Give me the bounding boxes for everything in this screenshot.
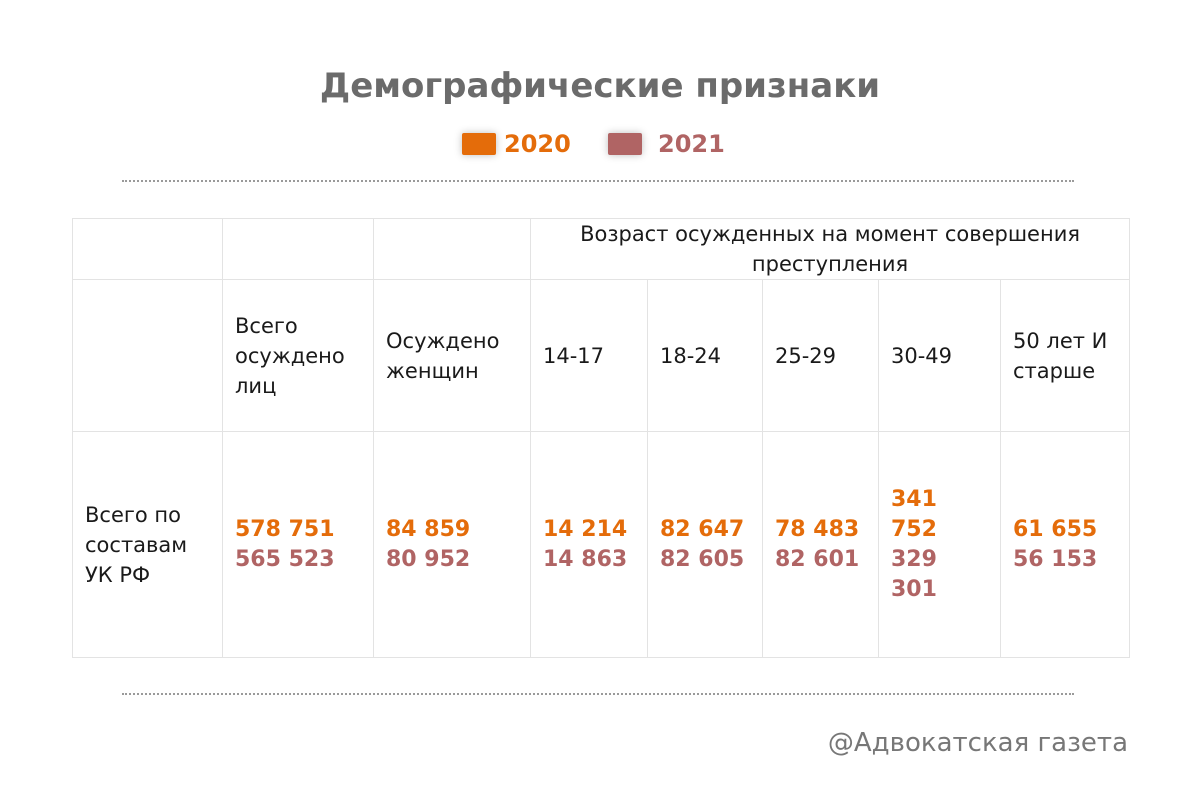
value-2021: 565 523 — [235, 546, 335, 572]
value-2021: 14 863 — [543, 546, 628, 572]
bottom-divider — [122, 693, 1074, 695]
watermark: @Адвокатская газета — [827, 728, 1128, 758]
value-2020: 14 214 — [543, 516, 628, 542]
value-cell: 61 655 56 153 — [999, 431, 1131, 658]
chart-title: Демографические признаки — [319, 66, 881, 106]
header-row-columns: Всего осуждено лиц Осуждено женщин 14-17… — [72, 279, 1131, 432]
value-2021: 329 301 — [891, 546, 937, 602]
row-label: Всего по составам УК РФ — [72, 431, 223, 658]
column-header: Осуждено женщин — [373, 279, 531, 432]
empty-cell — [373, 218, 531, 280]
table-row: Всего по составам УК РФ 578 751 565 523 8… — [72, 431, 1131, 658]
column-header: 50 лет И старше — [999, 279, 1131, 432]
header-row-group: Возраст осужденных на момент совершения … — [72, 218, 1131, 280]
empty-cell — [222, 218, 374, 280]
top-divider — [122, 180, 1074, 182]
value-cell: 78 483 82 601 — [762, 431, 879, 658]
value-cell: 82 647 82 605 — [647, 431, 763, 658]
legend-label-2020: 2020 — [504, 130, 571, 158]
legend-label-2021: 2021 — [658, 130, 725, 158]
value-2020: 78 483 — [775, 516, 860, 542]
value-cell: 578 751 565 523 — [222, 431, 374, 658]
legend: 2020 2021 — [0, 126, 1200, 162]
column-header: 14-17 — [530, 279, 648, 432]
value-cell: 14 214 14 863 — [530, 431, 648, 658]
value-2021: 56 153 — [1013, 546, 1098, 572]
value-2021: 82 601 — [775, 546, 860, 572]
legend-item-2020: 2020 — [462, 126, 571, 162]
value-cell: 341 752 329 301 — [878, 431, 1001, 658]
legend-item-2021: 2021 — [608, 126, 725, 162]
column-header: Всего осуждено лиц — [222, 279, 374, 432]
column-header: 30-49 — [878, 279, 1001, 432]
column-header: 25-29 — [762, 279, 879, 432]
value-cell: 84 859 80 952 — [373, 431, 531, 658]
empty-cell — [72, 279, 223, 432]
value-2020: 578 751 — [235, 516, 335, 542]
column-header: 18-24 — [647, 279, 763, 432]
value-2020: 341 752 — [891, 486, 937, 542]
value-2020: 61 655 — [1013, 516, 1098, 542]
value-2021: 80 952 — [386, 546, 471, 572]
data-table: Возраст осужденных на момент совершения … — [72, 218, 1131, 658]
value-2020: 84 859 — [386, 516, 471, 542]
legend-swatch-2021 — [608, 133, 642, 155]
value-2021: 82 605 — [660, 546, 745, 572]
empty-cell — [72, 218, 223, 280]
legend-swatch-2020 — [462, 133, 496, 155]
value-2020: 82 647 — [660, 516, 745, 542]
age-group-header: Возраст осужденных на момент совершения … — [529, 218, 1131, 280]
